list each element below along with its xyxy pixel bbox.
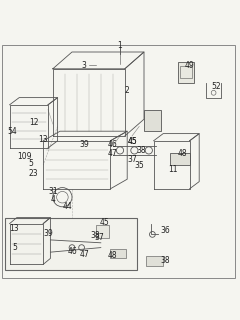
Text: 45: 45 [127,138,137,147]
Text: 49: 49 [185,61,194,70]
Text: 38: 38 [161,256,170,265]
Bar [144,109,161,131]
Text: 38: 38 [90,231,100,240]
Text: 2: 2 [125,86,130,95]
Bar [96,225,109,238]
Text: 46: 46 [108,140,118,149]
Bar [180,67,192,78]
Bar [170,153,190,165]
Text: 13: 13 [10,224,19,233]
Text: 1: 1 [118,42,122,51]
Text: 39: 39 [79,140,89,149]
Bar [146,256,163,266]
Bar [5,218,137,270]
Text: 35: 35 [134,162,144,171]
Text: 3: 3 [82,61,86,70]
Text: 36: 36 [161,226,170,235]
Text: 54: 54 [7,127,17,136]
Text: 47: 47 [79,250,89,259]
Text: 31: 31 [48,187,58,196]
Text: 109: 109 [17,152,31,161]
Text: 37: 37 [95,234,104,243]
Text: 44: 44 [62,202,72,211]
Text: 45: 45 [127,138,137,147]
Text: 46: 46 [67,247,77,256]
Text: 11: 11 [168,165,178,174]
Text: 48: 48 [178,149,187,158]
Bar [110,249,126,259]
Text: 5: 5 [29,159,34,168]
Text: 13: 13 [38,135,48,144]
Text: 4: 4 [50,195,55,204]
Text: 37: 37 [127,156,137,164]
Text: 38: 38 [137,146,146,155]
Text: 39: 39 [43,229,53,238]
Text: 48: 48 [108,252,118,260]
Text: 12: 12 [29,118,38,127]
Text: 45: 45 [100,218,109,227]
Text: 5: 5 [12,243,17,252]
Text: 52: 52 [211,82,221,91]
Text: 47: 47 [108,149,118,158]
Text: 23: 23 [29,169,38,178]
Bar [178,61,194,83]
